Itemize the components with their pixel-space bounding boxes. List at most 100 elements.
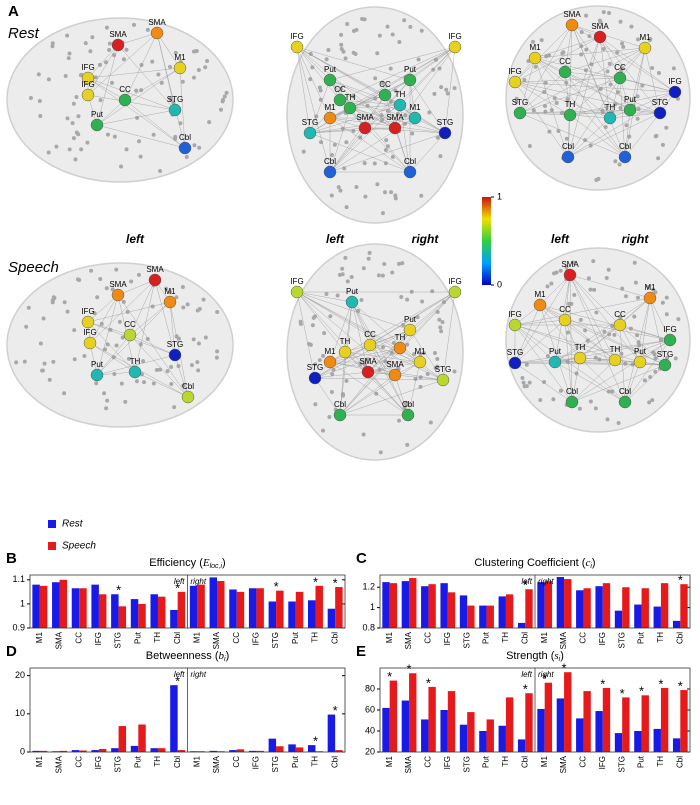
- connection: [344, 351, 421, 363]
- node-label: TH: [130, 357, 141, 366]
- x-tick-label: CC: [424, 756, 433, 768]
- electrode: [71, 101, 76, 106]
- connection: [567, 24, 573, 158]
- node-label: CC: [559, 57, 571, 66]
- electrode: [545, 354, 550, 359]
- connection: [96, 354, 176, 376]
- x-tick-label: IFG: [598, 632, 607, 645]
- x-tick-label: M1: [35, 755, 44, 767]
- electrode: [585, 338, 590, 343]
- title-end: ): [560, 650, 564, 662]
- electrode: [603, 125, 608, 130]
- node-label: STG: [652, 98, 668, 107]
- bar: [229, 750, 237, 752]
- electrode: [366, 256, 371, 261]
- electrode: [408, 24, 413, 29]
- connection: [514, 274, 571, 364]
- electrode: [222, 94, 227, 99]
- node-label: STG: [512, 98, 528, 107]
- electrode: [384, 138, 389, 143]
- node: [561, 150, 575, 164]
- bar: [118, 726, 127, 752]
- electrode: [338, 188, 343, 193]
- node: [408, 111, 422, 125]
- node: [533, 298, 547, 312]
- electrode: [367, 250, 372, 255]
- node-label: STG: [167, 340, 183, 349]
- node: [308, 371, 322, 385]
- bar: [576, 718, 584, 752]
- electrode: [220, 99, 225, 104]
- node: [333, 93, 347, 107]
- bar: [157, 596, 166, 628]
- electrode: [615, 50, 620, 55]
- node-label: SMA: [386, 360, 404, 369]
- connection: [567, 77, 621, 158]
- hemisphere-label: left: [521, 670, 532, 679]
- electrode: [383, 190, 388, 195]
- connection: [339, 99, 401, 106]
- node-label: SMA: [146, 265, 164, 274]
- electrode: [37, 98, 42, 103]
- bar: [505, 697, 514, 752]
- node: [81, 88, 95, 102]
- node-label: M1: [639, 33, 651, 42]
- electrode: [50, 41, 55, 46]
- connection: [339, 301, 353, 416]
- connection: [174, 354, 189, 398]
- x-tick-label: TH: [501, 756, 510, 767]
- electrode: [592, 287, 597, 292]
- connection: [367, 371, 409, 416]
- node: [148, 273, 162, 287]
- connection: [624, 364, 666, 403]
- connection: [296, 46, 331, 119]
- electrode: [98, 98, 103, 103]
- connection: [96, 124, 186, 149]
- electrode: [439, 85, 444, 90]
- electrode: [629, 24, 634, 29]
- node: [90, 368, 104, 382]
- electrode: [635, 333, 640, 338]
- node-label: SMA: [356, 113, 374, 122]
- electrode: [298, 321, 303, 326]
- bar: [556, 698, 565, 752]
- connection: [514, 357, 581, 364]
- electrode: [604, 276, 609, 281]
- significance-star: *: [333, 575, 338, 590]
- electrode: [112, 371, 117, 376]
- electrode: [564, 264, 569, 269]
- node: [323, 73, 337, 87]
- node: [508, 318, 522, 332]
- connection: [539, 304, 671, 341]
- bar: [138, 724, 146, 752]
- connection: [519, 112, 571, 116]
- node-label: CC: [614, 310, 626, 319]
- connection: [296, 46, 331, 173]
- electrode: [405, 342, 410, 347]
- electrode: [105, 398, 110, 403]
- electrode: [95, 295, 100, 300]
- electrode: [72, 357, 77, 362]
- connection: [329, 79, 401, 106]
- electrode: [38, 341, 43, 346]
- bar: [660, 687, 669, 752]
- connection: [369, 344, 409, 416]
- electrode: [579, 52, 584, 57]
- connection: [87, 94, 176, 111]
- node-label: M1: [324, 347, 336, 356]
- electrode: [151, 381, 156, 386]
- connection: [409, 329, 444, 381]
- electrode: [594, 178, 599, 183]
- node-label: Cbl: [324, 157, 336, 166]
- electrode: [571, 260, 576, 265]
- brain-outline: [286, 6, 464, 224]
- electrode: [607, 10, 612, 15]
- electrode: [73, 157, 78, 162]
- electrode: [588, 287, 593, 292]
- electrode: [421, 351, 426, 356]
- electrode: [584, 13, 589, 18]
- significance-star: *: [175, 674, 180, 689]
- electrode: [404, 402, 409, 407]
- electrode: [195, 308, 200, 313]
- significance-star: *: [274, 579, 279, 594]
